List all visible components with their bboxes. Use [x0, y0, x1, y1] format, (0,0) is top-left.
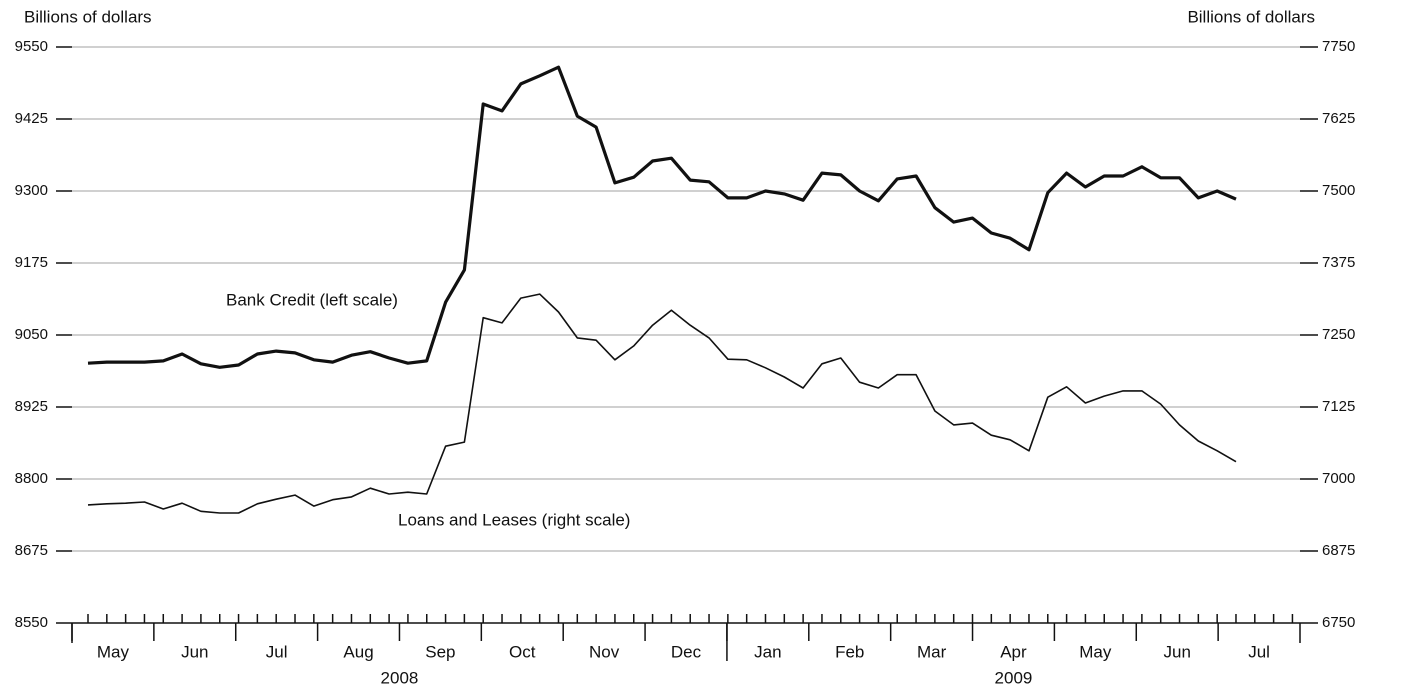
y-tick-label: 8925	[15, 398, 48, 415]
y-tick-label: 8675	[15, 542, 48, 559]
data-line	[87, 65, 1237, 369]
y-tick-label: 9425	[15, 110, 48, 127]
y-tick-label: 8800	[15, 470, 48, 487]
y-tick-label: 9175	[15, 254, 48, 271]
x-tick-label: Jun	[1163, 642, 1190, 661]
y2-tick-label: 7000	[1322, 470, 1355, 487]
x-tick-label: Jul	[1248, 642, 1270, 661]
y2-tick-label: 7250	[1322, 326, 1355, 343]
x-tick-label: Aug	[343, 642, 373, 661]
y2-tick-label: 7375	[1322, 254, 1355, 271]
annotation: Loans and Leases (right scale)	[398, 510, 630, 529]
x-tick-label: Jun	[181, 642, 208, 661]
y2-axis-label: Billions of dollars	[1187, 7, 1315, 26]
annotation: Bank Credit (left scale)	[226, 290, 398, 309]
y-axis-label: Billions of dollars	[24, 7, 152, 26]
y2-tick-label: 7125	[1322, 398, 1355, 415]
x-tick-label: Apr	[1000, 642, 1027, 661]
y2-tick-label: 6875	[1322, 542, 1355, 559]
x-tick-label: Sep	[425, 642, 455, 661]
y-tick-label: 8550	[15, 614, 48, 631]
y-tick-label: 9300	[15, 182, 48, 199]
y-tick-label: 9050	[15, 326, 48, 343]
y2-tick-label: 7750	[1322, 38, 1355, 55]
y2-tick-label: 7625	[1322, 110, 1355, 127]
x-tick-label: Jul	[266, 642, 288, 661]
x-tick-label: Feb	[835, 642, 864, 661]
x-tick-label: May	[1079, 642, 1112, 661]
x-tick-label: Mar	[917, 642, 947, 661]
x-tick-label: Oct	[509, 642, 536, 661]
data-line	[87, 293, 1237, 514]
y-tick-label: 9550	[15, 38, 48, 55]
y2-tick-label: 6750	[1322, 614, 1355, 631]
x-tick-label: May	[97, 642, 130, 661]
year-label: 2009	[995, 668, 1033, 687]
x-tick-label: Jan	[754, 642, 781, 661]
x-tick-label: Dec	[671, 642, 702, 661]
y2-tick-label: 7500	[1322, 182, 1355, 199]
x-tick-label: Nov	[589, 642, 620, 661]
year-label: 2008	[381, 668, 419, 687]
